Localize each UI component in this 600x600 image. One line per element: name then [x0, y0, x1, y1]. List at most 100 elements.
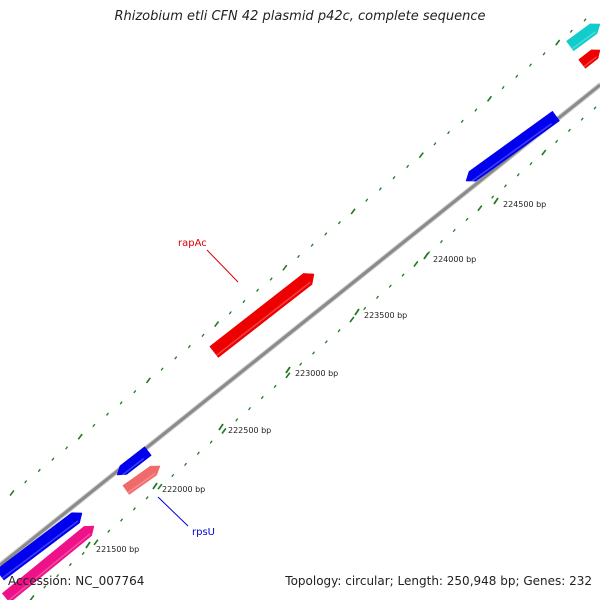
- gene-arrow-magenta[interactable]: [1, 525, 95, 600]
- gene-label-rapAc[interactable]: rapAc: [178, 238, 207, 249]
- tick-label: 224500 bp: [503, 200, 546, 209]
- outer-tick: [310, 243, 314, 247]
- map-title: Rhizobium etli CFN 42 plasmid p42c, comp…: [114, 9, 486, 24]
- inner-tick: [503, 184, 507, 188]
- inner-tick: [145, 496, 149, 500]
- outer-tick: [77, 433, 83, 440]
- inner-tick: [363, 306, 367, 311]
- inner-tick: [349, 316, 355, 323]
- inner-tick: [477, 205, 483, 212]
- genome-summary-text: Topology: circular; Length: 250,948 bp; …: [285, 574, 592, 588]
- gene-arrow-rapAc[interactable]: [209, 273, 315, 358]
- inner-tick: [567, 128, 571, 132]
- inner-tick: [337, 329, 341, 333]
- outer-tick: [324, 232, 328, 236]
- gene-arrow-blue-lower-highlight: [1, 520, 79, 579]
- inner-tick: [491, 195, 495, 199]
- inner-tick: [555, 139, 559, 144]
- outer-tick: [256, 288, 260, 292]
- inner-tick: [285, 372, 291, 379]
- outer-tick: [24, 480, 28, 484]
- outer-tick: [282, 264, 288, 271]
- genome-backbone: [0, 83, 600, 567]
- tick-label: 222500 bp: [228, 426, 271, 435]
- outer-tick: [37, 468, 41, 473]
- outer-tick: [392, 175, 396, 180]
- outer-tick-marks: [9, 18, 587, 497]
- inner-tick: [465, 217, 469, 222]
- outer-tick: [214, 321, 220, 328]
- inner-tick: [580, 117, 584, 121]
- outer-tick: [133, 389, 137, 394]
- inner-tick: [43, 585, 47, 589]
- major-tick-mark: [218, 423, 224, 431]
- outer-tick: [515, 74, 519, 78]
- tick-label: 222000 bp: [162, 485, 205, 494]
- outer-tick: [474, 108, 478, 112]
- outer-tick: [406, 164, 410, 169]
- gene-arrow-cyan[interactable]: [566, 23, 600, 52]
- inner-tick-marks: [29, 106, 597, 600]
- inner-tick: [439, 239, 443, 244]
- inner-tick: [593, 106, 597, 110]
- inner-tick: [273, 384, 277, 389]
- outer-tick: [92, 423, 96, 428]
- outer-tick: [337, 221, 341, 225]
- inner-tick: [401, 273, 405, 277]
- inner-tick: [248, 407, 252, 411]
- outer-tick: [350, 208, 356, 215]
- tick-label: 223500 bp: [364, 311, 407, 320]
- gene-arrow-blue-lower[interactable]: [0, 512, 83, 581]
- tick-label: 224000 bp: [433, 255, 476, 264]
- inner-tick: [312, 351, 315, 355]
- inner-tick: [171, 473, 175, 478]
- inner-tick: [132, 507, 136, 511]
- inner-tick: [375, 295, 379, 299]
- gene-arrow-blue-small[interactable]: [116, 446, 152, 476]
- outer-tick: [569, 29, 573, 33]
- inner-tick: [260, 395, 264, 400]
- gene-arrow-red-top-highlight: [583, 56, 598, 68]
- outer-tick: [106, 412, 109, 416]
- outer-tick: [418, 152, 424, 159]
- inner-tick: [209, 440, 213, 444]
- gene-label-rpsU[interactable]: rpsU: [192, 527, 215, 538]
- gene-arrow-rapAc-highlight: [216, 281, 311, 356]
- major-tick-mark: [493, 197, 499, 205]
- inner-tick: [120, 518, 124, 522]
- outer-tick: [65, 446, 69, 450]
- inner-tick: [388, 284, 392, 288]
- tick-label: 223000 bp: [295, 369, 338, 378]
- gene-arrow-rpsU[interactable]: [122, 465, 161, 495]
- inner-tick: [157, 483, 163, 490]
- rpsU-leader-line: [157, 496, 189, 527]
- inner-tick: [29, 594, 35, 600]
- outer-tick: [51, 457, 55, 461]
- gene-arrow-blue-upper[interactable]: [465, 110, 560, 182]
- gene-arrow-blue-upper-highlight: [467, 122, 553, 185]
- major-tick-mark: [423, 252, 429, 260]
- tick-labels: 221500 bp 222000 bp 222500 bp 223000 bp 2235…: [85, 197, 546, 554]
- outer-tick: [501, 85, 505, 90]
- outer-tick: [486, 95, 493, 102]
- outer-tick: [528, 63, 532, 67]
- outer-tick: [201, 333, 205, 338]
- gene-arrow-magenta-highlight: [8, 533, 91, 600]
- inner-tick: [184, 462, 188, 467]
- outer-tick: [269, 277, 273, 281]
- outer-tick: [460, 119, 464, 124]
- inner-tick: [413, 260, 419, 267]
- outer-tick: [542, 52, 546, 56]
- major-tick-mark: [285, 366, 291, 374]
- major-tick-mark: [354, 308, 360, 316]
- outer-tick: [447, 130, 451, 135]
- gene-arrow-blue-small-highlight: [118, 457, 145, 479]
- major-tick-mark: [152, 482, 158, 490]
- gene-arrow-red-top[interactable]: [578, 49, 600, 69]
- gene-features: [0, 23, 600, 600]
- inner-tick: [299, 362, 303, 366]
- rapAc-leader-line: [206, 249, 239, 283]
- outer-tick: [174, 356, 178, 360]
- outer-tick: [187, 344, 191, 349]
